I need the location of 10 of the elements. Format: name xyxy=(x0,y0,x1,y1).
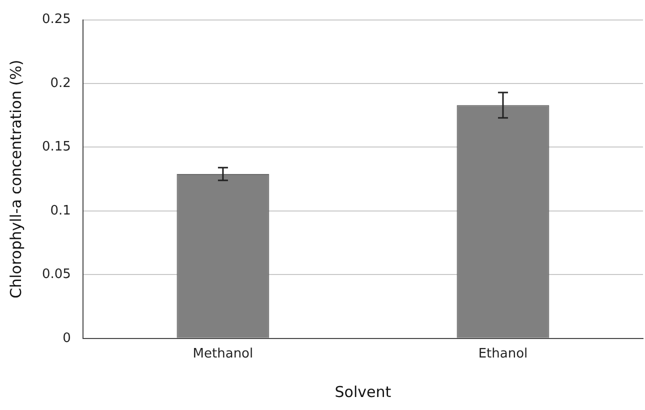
x-tick-label: Ethanol xyxy=(478,346,528,362)
y-tick-label: 0.2 xyxy=(50,76,71,91)
y-tick-label: 0.1 xyxy=(50,203,71,218)
x-axis-title: Solvent xyxy=(334,382,392,401)
y-tick-label: 0.25 xyxy=(42,12,71,28)
x-tick-label: Methanol xyxy=(192,346,254,362)
y-tick-label: 0.15 xyxy=(42,140,71,155)
y-tick-label: 0.05 xyxy=(42,267,71,282)
y-axis-title: Chlorophyll-a concentration (%) xyxy=(6,60,25,298)
y-tick-label: 0 xyxy=(62,330,71,346)
